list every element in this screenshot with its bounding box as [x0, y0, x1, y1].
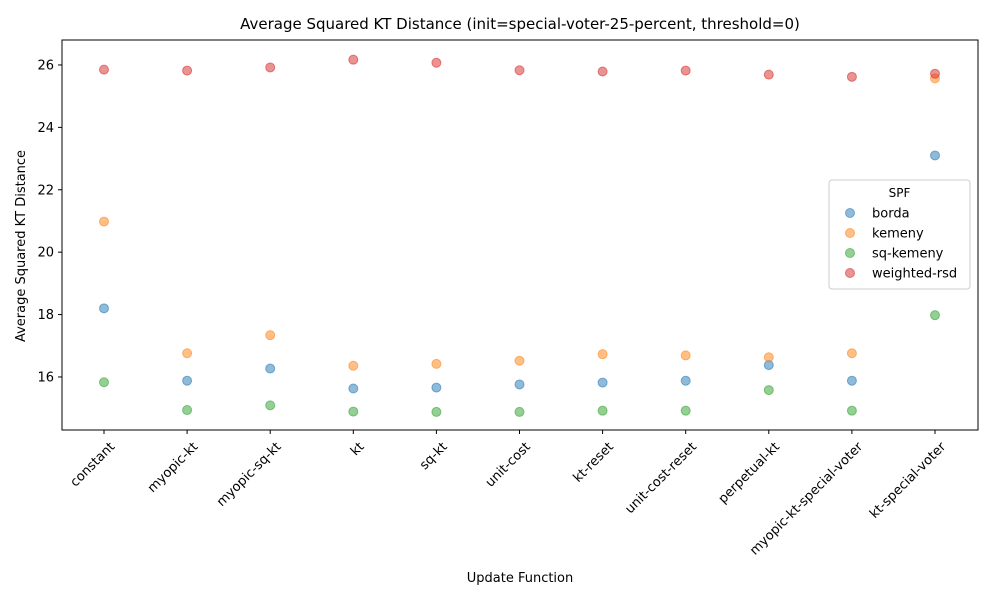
- legend-marker-borda: [845, 208, 855, 218]
- legend: SPF borda kemeny sq-kemeny weighted-rsd: [828, 179, 971, 290]
- y-axis: 16 18 20 22 24 26: [37, 58, 62, 385]
- x-tick-label: sq-kt: [417, 440, 450, 473]
- legend-label-sq-kemeny: sq-kemeny: [872, 247, 944, 262]
- data-point-sq-kemeny: [597, 405, 608, 416]
- x-tick-label: myopic-sq-kt: [214, 440, 284, 510]
- x-tick-label: unit-cost-reset: [622, 440, 699, 517]
- x-tick-label: myopic-kt: [145, 440, 201, 496]
- data-point-weighted-rsd: [680, 65, 691, 76]
- data-point-kemeny: [99, 216, 109, 227]
- legend-label-weighted-rsd: weighted-rsd: [872, 267, 957, 282]
- data-point-borda: [597, 377, 608, 388]
- data-point-sq-kemeny: [680, 405, 691, 416]
- data-point-borda: [265, 363, 276, 374]
- data-point-kemeny: [514, 355, 525, 366]
- y-tick-label: 20: [37, 246, 54, 261]
- legend-box: [828, 179, 971, 290]
- y-axis-label: Average Squared KT Distance: [14, 150, 29, 342]
- data-point-sq-kemeny: [930, 310, 940, 321]
- data-point-kemeny: [597, 349, 608, 360]
- data-point-weighted-rsd: [265, 62, 276, 73]
- y-tick-label: 16: [37, 370, 54, 385]
- data-point-borda: [846, 375, 857, 386]
- x-axis: constant myopic-kt myopic-sq-kt kt sq-kt unit…: [68, 430, 950, 558]
- x-tick-label: unit-cost: [483, 440, 534, 491]
- data-point-weighted-rsd: [846, 71, 857, 82]
- data-point-weighted-rsd: [597, 66, 608, 77]
- x-tick-label: perpetual-kt: [716, 440, 783, 507]
- data-point-borda: [348, 383, 359, 394]
- data-point-borda: [930, 150, 940, 161]
- data-point-kemeny: [431, 358, 442, 369]
- x-tick-label: kt: [348, 440, 368, 460]
- data-point-borda: [182, 375, 193, 386]
- legend-label-borda: borda: [872, 207, 910, 222]
- x-tick-label: kt-special-voter: [867, 439, 950, 522]
- data-point-kemeny: [680, 350, 691, 361]
- data-point-sq-kemeny: [763, 385, 774, 396]
- data-point-weighted-rsd: [348, 54, 359, 65]
- y-tick-label: 24: [37, 121, 54, 136]
- y-tick-label: 18: [37, 308, 54, 323]
- data-point-sq-kemeny: [846, 405, 857, 416]
- data-point-borda: [514, 379, 525, 390]
- data-point-borda: [99, 303, 109, 314]
- y-tick-label: 26: [37, 58, 54, 73]
- x-tick-label: constant: [68, 440, 119, 491]
- data-point-sq-kemeny: [514, 406, 525, 417]
- x-axis-label: Update Function: [467, 571, 574, 586]
- legend-label-kemeny: kemeny: [872, 227, 924, 242]
- data-point-sq-kemeny: [182, 405, 193, 416]
- data-point-sq-kemeny: [265, 400, 276, 411]
- chart-title: Average Squared KT Distance (init=specia…: [240, 15, 800, 33]
- data-point-kemeny: [182, 348, 193, 359]
- data-point-weighted-rsd: [431, 57, 442, 68]
- data-point-kemeny: [763, 352, 774, 363]
- data-point-sq-kemeny: [99, 377, 109, 388]
- data-point-kemeny: [846, 348, 857, 359]
- legend-title: SPF: [889, 186, 911, 200]
- x-tick-label: kt-reset: [571, 440, 617, 486]
- data-point-kemeny: [265, 330, 276, 341]
- data-point-weighted-rsd: [930, 68, 940, 79]
- data-point-sq-kemeny: [431, 406, 442, 417]
- y-tick-label: 22: [37, 183, 54, 198]
- legend-marker-weighted-rsd: [845, 268, 855, 278]
- legend-marker-sq-kemeny: [845, 248, 855, 258]
- data-point-borda: [680, 375, 691, 386]
- legend-marker-kemeny: [845, 228, 855, 238]
- data-point-borda: [431, 382, 442, 393]
- data-points: [99, 54, 940, 417]
- data-point-weighted-rsd: [182, 65, 193, 76]
- data-point-kemeny: [348, 360, 359, 371]
- data-point-weighted-rsd: [763, 69, 774, 80]
- data-point-weighted-rsd: [514, 65, 525, 76]
- data-point-weighted-rsd: [99, 64, 109, 75]
- data-point-sq-kemeny: [348, 406, 359, 417]
